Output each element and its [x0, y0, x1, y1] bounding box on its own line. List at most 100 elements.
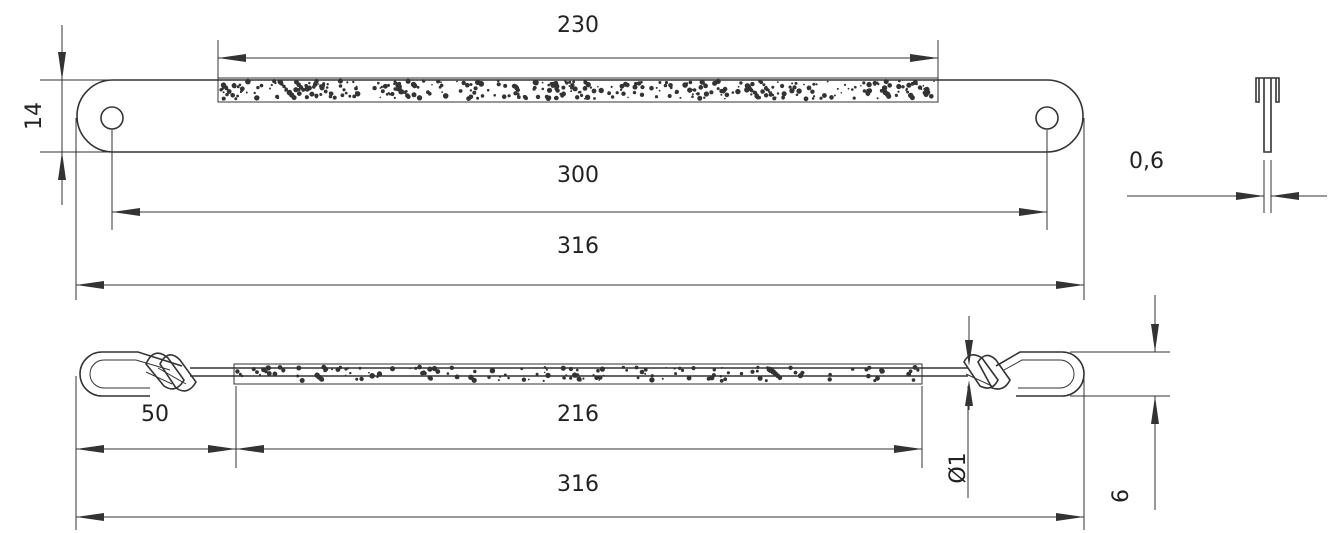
grit-particle — [471, 377, 477, 383]
grit-particle — [698, 85, 704, 90]
grit-particle — [692, 88, 697, 92]
grit-particle — [664, 81, 669, 85]
grit-particle — [591, 88, 597, 94]
grit-particle — [696, 92, 700, 96]
thickness-view: 0,6 — [1127, 77, 1327, 213]
grit-particle — [465, 82, 470, 88]
grit-particle — [344, 374, 347, 377]
grit-particle — [376, 371, 383, 377]
grit-particle — [245, 78, 251, 85]
grit-particle — [724, 97, 726, 100]
grit-particle — [636, 81, 642, 86]
grit-particle — [739, 81, 743, 85]
grit-particle — [301, 87, 306, 92]
grit-particle — [719, 378, 724, 383]
abrasive-grit-bottom — [235, 364, 920, 383]
grit-particle — [221, 96, 226, 101]
dimension-overall-length-bottom-text: 316 — [557, 472, 599, 497]
grit-particle — [929, 94, 934, 99]
grit-particle — [769, 92, 772, 94]
grit-particle — [610, 95, 615, 99]
grit-particle — [416, 85, 420, 89]
grit-particle — [393, 82, 396, 86]
grit-particle — [393, 96, 396, 99]
grit-particle — [440, 81, 442, 84]
grit-particle — [760, 89, 765, 94]
grit-particle — [649, 377, 655, 383]
grit-particle — [771, 85, 775, 89]
grit-particle — [709, 90, 714, 95]
mounting-hole-right — [1035, 106, 1059, 130]
grit-particle — [319, 93, 323, 96]
grit-particle — [436, 79, 441, 84]
grit-particle — [259, 373, 261, 376]
grit-particle — [881, 85, 888, 91]
grit-particle — [454, 374, 460, 380]
grit-particle — [251, 367, 256, 372]
grit-particle — [887, 83, 892, 88]
grit-particle — [554, 83, 560, 90]
grit-particle — [933, 80, 935, 83]
grit-particle — [547, 95, 552, 100]
grit-particle — [472, 90, 477, 95]
grit-particle — [516, 95, 521, 99]
grit-particle — [226, 89, 232, 94]
grit-particle — [236, 85, 240, 89]
grit-particle — [338, 84, 343, 88]
grit-particle — [792, 85, 797, 90]
grit-particle — [667, 94, 672, 98]
dimension-width — [58, 25, 66, 205]
grit-particle — [661, 377, 664, 380]
grit-particle — [349, 371, 352, 375]
dimension-loop-height — [1151, 295, 1159, 510]
grit-particle — [385, 92, 389, 96]
grit-particle — [911, 378, 916, 382]
grit-particle — [800, 370, 805, 375]
grit-particle — [687, 87, 693, 93]
grit-particle — [639, 369, 645, 375]
grit-particle — [544, 367, 548, 370]
grit-particle — [274, 81, 277, 85]
grit-particle — [397, 81, 402, 86]
grit-particle — [866, 81, 872, 88]
grit-particle — [257, 95, 260, 98]
grit-particle — [673, 367, 676, 370]
grit-particle — [753, 90, 758, 95]
grit-particle — [833, 94, 836, 97]
grit-particle — [607, 91, 611, 96]
grit-particle — [480, 94, 485, 98]
grit-particle — [789, 88, 795, 94]
grit-particle — [503, 83, 508, 88]
grit-particle — [697, 95, 703, 101]
grit-particle — [682, 82, 688, 88]
grit-particle — [598, 375, 603, 380]
grit-particle — [580, 93, 584, 97]
loop-right — [995, 351, 1085, 397]
grit-particle — [331, 368, 333, 371]
grit-particle — [877, 82, 880, 86]
grit-particle — [569, 376, 573, 380]
grit-particle — [368, 371, 370, 374]
grit-particle — [720, 366, 723, 369]
grit-particle — [442, 93, 449, 99]
grit-particle — [716, 87, 720, 91]
grit-particle — [810, 89, 815, 94]
grit-particle — [621, 365, 626, 369]
grit-particle — [291, 95, 297, 101]
grit-particle — [555, 88, 560, 93]
grit-particle — [923, 91, 929, 97]
grit-particle — [380, 89, 385, 94]
grit-particle — [712, 368, 716, 372]
grit-particle — [826, 80, 829, 83]
grit-particle — [473, 86, 478, 91]
grit-particle — [277, 365, 283, 370]
grit-particle — [348, 94, 352, 98]
grit-particle — [867, 365, 872, 370]
grit-particle — [722, 86, 728, 92]
grit-particle — [270, 83, 273, 87]
grit-particle — [575, 373, 580, 377]
grit-particle — [610, 85, 613, 88]
grit-particle — [584, 94, 591, 101]
grit-particle — [344, 91, 348, 95]
grit-particle — [828, 372, 832, 377]
